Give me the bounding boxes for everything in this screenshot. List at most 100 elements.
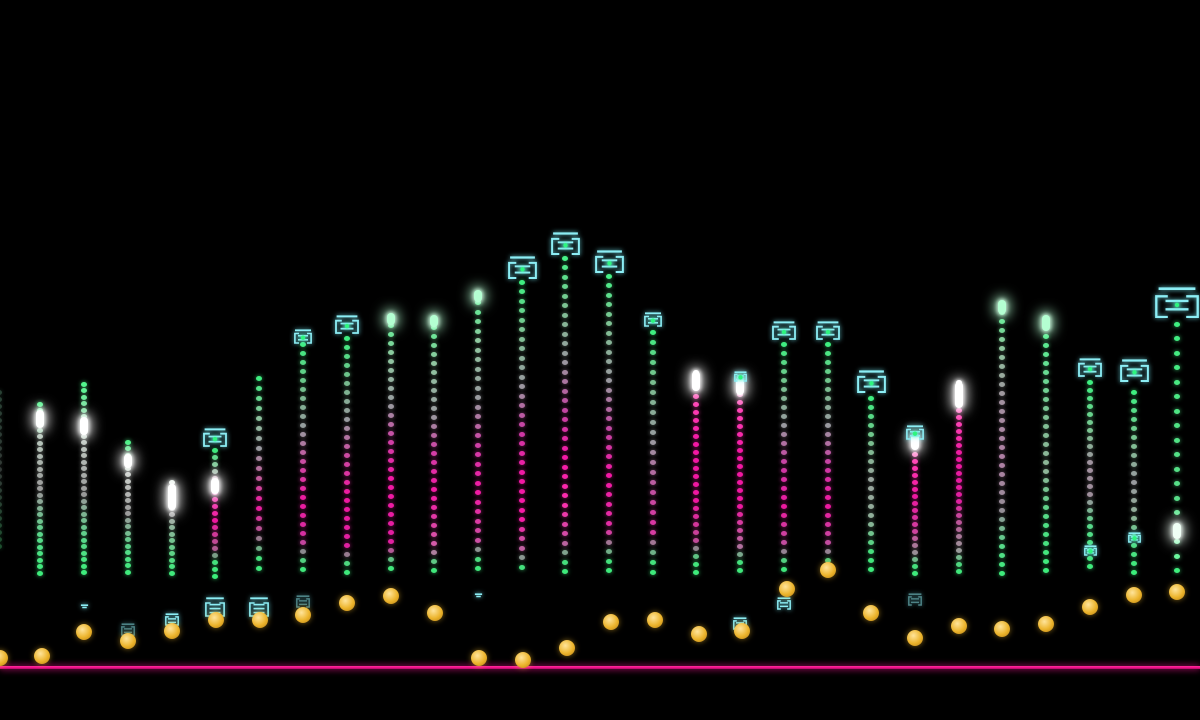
bracket-stack-glyph	[80, 604, 88, 609]
column-dot	[475, 376, 481, 381]
column-dot	[606, 311, 612, 317]
bracket-stack-glyph	[507, 256, 537, 279]
column-dot	[693, 553, 699, 559]
column-dot	[256, 565, 262, 571]
column-dot	[737, 535, 743, 541]
column-dot	[825, 449, 831, 455]
column-dot	[125, 439, 131, 445]
column-dot	[81, 544, 87, 549]
column-dot	[212, 503, 218, 509]
column-dot	[300, 512, 306, 518]
column-dot	[81, 459, 87, 465]
column-dot	[1087, 403, 1093, 409]
column-dot	[344, 425, 350, 431]
column-dot	[344, 434, 350, 440]
column-dot	[388, 538, 394, 544]
column-dot	[300, 566, 306, 572]
column-dot	[562, 445, 568, 451]
column-dot	[475, 423, 481, 429]
column-dot	[999, 390, 1005, 396]
glow-capsule	[36, 410, 44, 428]
column-dot	[212, 531, 218, 537]
column-dot	[999, 435, 1005, 441]
column-dot	[0, 403, 2, 409]
column-dot	[1174, 510, 1180, 515]
column-dot	[781, 377, 787, 383]
column-dot	[956, 414, 962, 420]
column-dot	[562, 559, 568, 565]
orange-dot	[1169, 584, 1185, 600]
column-dot	[693, 545, 699, 551]
column-dot	[562, 540, 568, 546]
column-dot	[37, 525, 43, 530]
column-dot	[431, 477, 437, 483]
column-dot	[562, 388, 568, 394]
column-dot	[562, 512, 568, 517]
bracket-stack-glyph	[644, 312, 662, 327]
column-dot	[300, 413, 306, 419]
column-dot	[1087, 515, 1093, 521]
column-dot	[781, 530, 787, 536]
column-dot	[781, 476, 787, 482]
column-dot	[781, 539, 787, 545]
column-dot	[606, 454, 612, 459]
bracket-stack-glyph	[906, 425, 924, 440]
orange-dot	[164, 623, 180, 639]
column-dot	[737, 463, 743, 469]
column-dot	[781, 404, 787, 410]
column-dot	[562, 493, 568, 498]
glow-capsule	[168, 484, 176, 510]
column-dot	[431, 513, 437, 519]
column-dot	[1043, 351, 1049, 357]
column-dot	[0, 487, 2, 493]
column-dot	[737, 559, 743, 565]
column-dot	[1131, 524, 1137, 530]
column-dot	[344, 479, 350, 485]
column-dot	[562, 293, 568, 299]
column-dot	[300, 539, 306, 545]
column-dot	[1043, 360, 1049, 366]
column-dot	[606, 473, 612, 478]
column-dot	[388, 394, 394, 400]
column-dot	[650, 519, 656, 525]
column-dot	[1087, 491, 1093, 497]
column-dot	[256, 405, 262, 411]
column-dot	[256, 525, 262, 531]
column-dot	[519, 526, 525, 532]
column-dot	[475, 347, 481, 353]
column-dot	[1087, 531, 1093, 537]
column-dot	[388, 511, 394, 517]
column-dot	[37, 486, 43, 491]
glow-capsule	[211, 478, 219, 494]
column-dot	[431, 324, 437, 330]
column-dot	[693, 505, 699, 511]
column-dot	[825, 440, 831, 446]
column-dot	[388, 412, 394, 418]
column-dot	[431, 423, 437, 429]
column-dot	[606, 501, 612, 507]
column-dot	[562, 360, 568, 365]
column-dot	[999, 426, 1005, 432]
column-dot	[781, 395, 787, 401]
column-dot	[81, 433, 87, 439]
column-dot	[999, 318, 1005, 324]
column-dot	[606, 406, 612, 412]
column-dot	[519, 393, 525, 399]
orange-dot	[120, 633, 136, 649]
column-dot	[912, 458, 918, 464]
bracket-stack-icon	[202, 428, 228, 451]
column-dot	[781, 440, 787, 446]
column-dot	[912, 535, 918, 541]
column-dot	[1087, 523, 1093, 529]
column-dot	[300, 557, 306, 563]
column-dot	[344, 542, 350, 548]
column-dot	[956, 547, 962, 553]
column-dot	[300, 350, 306, 356]
column-dot	[650, 409, 656, 415]
bracket-stack-glyph	[1127, 532, 1141, 543]
column-dot	[81, 511, 87, 517]
column-dot	[999, 489, 1005, 495]
orange-dot	[339, 595, 355, 611]
column-dot	[519, 450, 525, 456]
column-dot	[693, 457, 699, 463]
